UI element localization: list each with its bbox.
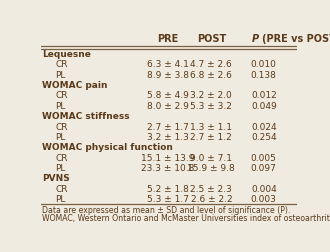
Text: PL: PL (55, 71, 66, 80)
Text: 6.3 ± 4.1: 6.3 ± 4.1 (147, 60, 189, 69)
Text: 0.005: 0.005 (251, 154, 277, 163)
Text: 2.5 ± 2.3: 2.5 ± 2.3 (190, 185, 232, 194)
Text: WOMAC, Western Ontario and McMaster Universities index of osteoarthritis.: WOMAC, Western Ontario and McMaster Univ… (42, 214, 330, 223)
Text: PL: PL (55, 164, 66, 173)
Text: 9.0 ± 7.1: 9.0 ± 7.1 (190, 154, 232, 163)
Text: Data are expressed as mean ± SD and level of significance (P).: Data are expressed as mean ± SD and leve… (42, 206, 290, 215)
Text: 5.8 ± 4.9: 5.8 ± 4.9 (147, 91, 189, 100)
Text: CR: CR (55, 122, 68, 132)
Text: 5.2 ± 1.8: 5.2 ± 1.8 (147, 185, 189, 194)
Text: 5.3 ± 1.7: 5.3 ± 1.7 (147, 195, 189, 204)
Text: PL: PL (55, 102, 66, 111)
Text: POST: POST (197, 34, 226, 44)
Text: 0.004: 0.004 (251, 185, 277, 194)
Text: 15.9 ± 9.8: 15.9 ± 9.8 (187, 164, 235, 173)
Text: P: P (252, 34, 262, 44)
Text: 0.012: 0.012 (251, 91, 277, 100)
Text: 0.024: 0.024 (251, 122, 277, 132)
Text: 5.3 ± 3.2: 5.3 ± 3.2 (190, 102, 232, 111)
Text: 3.2 ± 2.0: 3.2 ± 2.0 (190, 91, 232, 100)
Text: PRE: PRE (157, 34, 179, 44)
Text: 0.049: 0.049 (251, 102, 277, 111)
Text: WOMAC pain: WOMAC pain (42, 81, 108, 90)
Text: PVNS: PVNS (42, 174, 70, 183)
Text: Lequesne: Lequesne (42, 50, 91, 59)
Text: 0.254: 0.254 (251, 133, 277, 142)
Text: CR: CR (55, 185, 68, 194)
Text: PL: PL (55, 133, 66, 142)
Text: (PRE vs POST): (PRE vs POST) (262, 34, 330, 44)
Text: 2.7 ± 1.2: 2.7 ± 1.2 (190, 133, 232, 142)
Text: 4.7 ± 2.6: 4.7 ± 2.6 (190, 60, 232, 69)
Text: 23.3 ± 10.8: 23.3 ± 10.8 (141, 164, 194, 173)
Text: 1.3 ± 1.1: 1.3 ± 1.1 (190, 122, 232, 132)
Text: 0.138: 0.138 (251, 71, 277, 80)
Text: 6.8 ± 2.6: 6.8 ± 2.6 (190, 71, 232, 80)
Text: CR: CR (55, 154, 68, 163)
Text: WOMAC stiffness: WOMAC stiffness (42, 112, 130, 121)
Text: 8.0 ± 2.9: 8.0 ± 2.9 (147, 102, 189, 111)
Text: 0.097: 0.097 (251, 164, 277, 173)
Text: 0.003: 0.003 (251, 195, 277, 204)
Text: 3.2 ± 1.3: 3.2 ± 1.3 (147, 133, 189, 142)
Text: CR: CR (55, 60, 68, 69)
Text: 0.010: 0.010 (251, 60, 277, 69)
Text: 2.6 ± 2.2: 2.6 ± 2.2 (190, 195, 232, 204)
Text: PL: PL (55, 195, 66, 204)
Text: 2.7 ± 1.7: 2.7 ± 1.7 (147, 122, 189, 132)
Text: 15.1 ± 13.9: 15.1 ± 13.9 (141, 154, 195, 163)
Text: CR: CR (55, 91, 68, 100)
Text: WOMAC physical function: WOMAC physical function (42, 143, 173, 152)
Text: 8.9 ± 3.8: 8.9 ± 3.8 (147, 71, 189, 80)
